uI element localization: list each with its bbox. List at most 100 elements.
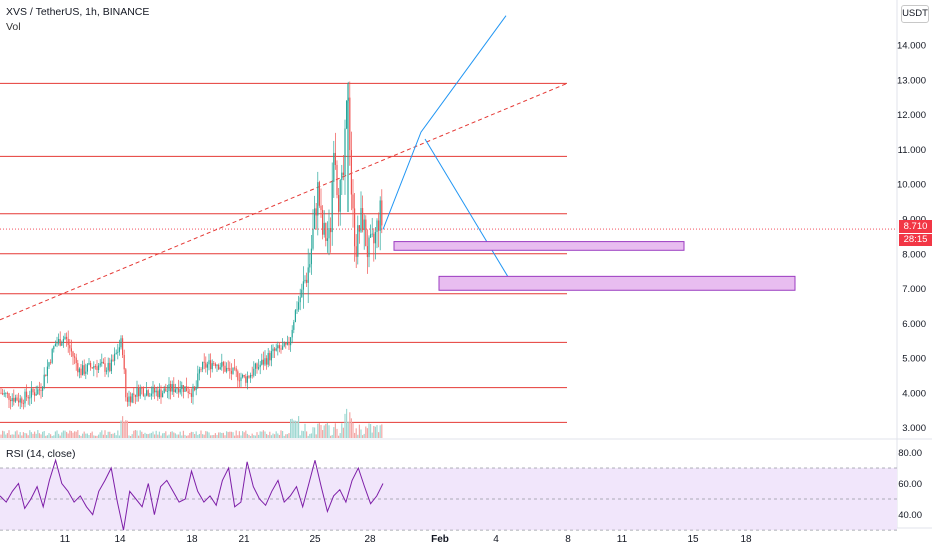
candle-body — [374, 231, 376, 244]
target-zone[interactable] — [438, 275, 796, 291]
volume-bar — [144, 432, 146, 438]
volume-bar — [5, 434, 7, 438]
candle-body — [310, 248, 312, 265]
volume-bar — [3, 431, 5, 438]
candle-body — [270, 351, 272, 361]
volume-label[interactable]: Vol — [6, 21, 21, 33]
volume-bar — [34, 431, 36, 438]
candle-body — [318, 182, 320, 206]
volume-bar — [262, 430, 264, 438]
volume-bar — [326, 422, 328, 438]
candle-body — [45, 374, 47, 376]
candle-body — [363, 219, 365, 231]
candle-body — [232, 367, 234, 374]
rsi-label[interactable]: RSI (14, close) — [6, 448, 76, 460]
volume-bar — [138, 435, 140, 438]
volume-bar — [74, 431, 76, 438]
volume-bar — [10, 434, 12, 438]
projection-down-line[interactable] — [424, 138, 515, 288]
candle-body — [285, 342, 287, 345]
projection-up-line[interactable] — [382, 15, 507, 230]
candle-body — [259, 364, 261, 368]
trend-line-dashed[interactable] — [0, 82, 568, 321]
volume-bar — [318, 423, 320, 438]
volume-bar — [357, 434, 359, 438]
volume-bar — [222, 432, 224, 438]
volume-bars — [0, 408, 383, 438]
volume-bar — [170, 431, 172, 438]
volume-bar — [283, 435, 285, 438]
volume-bar — [88, 435, 90, 438]
candle-body — [14, 397, 16, 402]
candle-body — [115, 352, 117, 354]
volume-bar — [150, 432, 152, 438]
candle-body — [26, 391, 28, 398]
candle-body — [51, 349, 53, 363]
candle-body — [138, 387, 140, 397]
volume-bar — [139, 430, 141, 438]
volume-bar — [336, 428, 338, 438]
symbol-title[interactable]: XVS / TetherUS, 1h, BINANCE — [6, 6, 150, 18]
volume-bar — [288, 433, 290, 438]
volume-bar — [246, 433, 248, 438]
candle-body — [102, 361, 104, 364]
volume-bar — [267, 435, 269, 438]
candle-body — [34, 392, 36, 396]
candle-body — [67, 338, 69, 346]
candle-body — [98, 365, 100, 370]
candle-body — [290, 337, 292, 346]
volume-bar — [195, 431, 197, 438]
candle-body — [264, 358, 266, 365]
rsi-line — [0, 458, 384, 531]
candle-body — [355, 246, 357, 257]
candle-body — [195, 386, 197, 391]
volume-bar — [77, 430, 79, 438]
candle-body — [3, 393, 5, 395]
last-price-tag: 8.710 — [899, 220, 932, 233]
currency-button[interactable]: USDT — [901, 5, 929, 23]
volume-bar — [310, 433, 312, 438]
volume-bar — [54, 431, 56, 438]
volume-bar — [114, 432, 116, 438]
volume-bar — [280, 430, 282, 438]
volume-bar — [230, 431, 232, 438]
volume-bar — [355, 428, 357, 438]
volume-bar — [325, 423, 327, 438]
volume-bar — [96, 435, 98, 438]
candle-body — [328, 228, 330, 239]
candle-body — [250, 374, 252, 378]
candle-body — [341, 172, 343, 180]
candle-body — [314, 208, 316, 229]
candle-body — [112, 359, 114, 361]
time-tick-label: 14 — [114, 534, 126, 545]
volume-bar — [258, 434, 260, 438]
candle-body — [24, 391, 26, 404]
candle-body — [298, 302, 300, 310]
target-zone[interactable] — [393, 241, 685, 251]
candle-body — [173, 384, 175, 393]
volume-bar — [334, 423, 336, 438]
volume-bar — [307, 435, 309, 438]
volume-bar — [352, 422, 354, 438]
volume-bar — [328, 425, 330, 438]
candle-body — [190, 393, 192, 397]
candle-body — [307, 267, 309, 283]
candle-body — [378, 220, 380, 231]
candle-body — [82, 365, 84, 376]
volume-bar — [178, 434, 180, 438]
candle-body — [334, 152, 336, 165]
candle-body — [10, 399, 12, 402]
candle-body — [70, 348, 72, 352]
volume-bar — [40, 434, 42, 438]
candle-body — [154, 386, 156, 393]
candle-body — [144, 395, 146, 397]
volume-bar — [302, 431, 304, 438]
candle-body — [13, 398, 15, 402]
candle-body — [366, 246, 368, 258]
candle-body — [91, 367, 93, 369]
candlestick-series — [0, 81, 383, 410]
candle-body — [291, 329, 293, 338]
candle-body — [288, 342, 290, 346]
volume-bar — [205, 431, 207, 438]
